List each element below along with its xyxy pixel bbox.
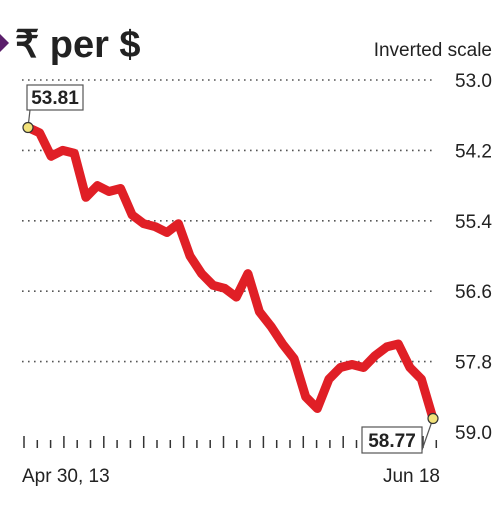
y-tick-label: 53.0 [455,71,492,92]
end-value-box [361,426,423,454]
series-line [23,123,438,423]
y-tick-label: 55.4 [455,212,492,233]
start-value-box [26,84,84,111]
x-label-end: Jun 18 [383,466,440,487]
title-marker-icon [0,34,9,52]
y-tick-label: 56.6 [455,282,492,303]
x-label-start: Apr 30, 13 [22,466,110,487]
y-tick-label: 59.0 [455,423,492,444]
end-point-marker [427,412,439,425]
start-value-label: 53.81 [31,88,79,109]
start-point-marker [22,121,34,134]
y-tick-label: 57.8 [455,353,492,374]
chart-title: ₹ per $ [15,24,141,66]
y-tick-label: 54.2 [455,141,492,162]
scale-note: Inverted scale [374,40,492,61]
end-value-label: 58.77 [368,431,416,452]
